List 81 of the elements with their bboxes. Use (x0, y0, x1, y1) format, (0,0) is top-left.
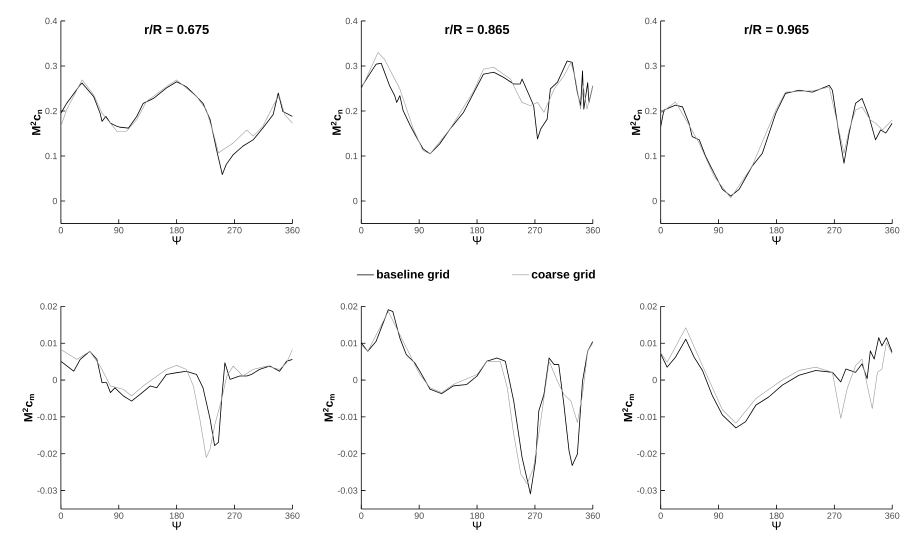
legend-label: baseline grid (377, 270, 450, 281)
y-axis-title: M$^{2}$c$_{n}$ (330, 110, 342, 135)
x-tick-label: 270 (228, 227, 242, 234)
y-tick-label: 0 (353, 198, 358, 204)
y-tick-label: 0.02 (640, 303, 657, 310)
x-tick-label: 0 (359, 227, 364, 234)
x-tick-label: 360 (885, 227, 900, 234)
y-tick-label: -0.02 (37, 450, 57, 457)
x-axis-title: Ψ (172, 236, 181, 244)
line-series (60, 80, 292, 154)
x-tick-label: 360 (285, 227, 300, 234)
x-axis-title: Ψ (772, 236, 781, 244)
chart-title: r/R = 0.865 (445, 24, 510, 34)
x-tick-label: 360 (285, 512, 300, 519)
y-tick-label: 0.3 (346, 62, 358, 70)
y-tick-label: 0 (652, 376, 657, 384)
legend-label: coarse grid (532, 270, 595, 281)
x-tick-label: 90 (114, 227, 124, 234)
x-tick-label: 90 (114, 512, 124, 519)
x-tick-label: 180 (470, 227, 484, 234)
y-axis-title: M$^{2}$c$_{n}$ (30, 110, 42, 135)
x-tick-label: 90 (714, 512, 724, 519)
x-tick-label: 0 (658, 512, 663, 519)
x-axis-title: Ψ (472, 522, 482, 530)
chart-title: r/R = 0.965 (744, 24, 809, 34)
y-tick-label: 0.02 (340, 303, 358, 310)
y-tick-label: 0.4 (346, 18, 358, 24)
x-tick-label: 90 (714, 227, 724, 234)
x-tick-label: 90 (414, 227, 424, 234)
y-tick-label: 0 (652, 198, 657, 204)
y-tick-label: 0.2 (45, 108, 57, 114)
y-tick-label: 0 (353, 376, 358, 384)
y-tick-label: -0.01 (338, 414, 358, 420)
y-tick-label: 0.01 (640, 340, 657, 346)
x-axis-title: Ψ (172, 522, 181, 530)
y-axis-title: M$^{2}$c$_{m}$ (322, 394, 335, 422)
y-tick-label: 0.1 (45, 152, 57, 160)
chart-title: r/R = 0.675 (144, 24, 209, 34)
x-tick-label: 180 (170, 512, 184, 519)
x-axis-title: Ψ (772, 522, 781, 530)
y-tick-label: -0.03 (338, 487, 358, 494)
x-tick-label: 270 (827, 512, 842, 519)
x-tick-label: 180 (470, 512, 484, 519)
x-tick-label: 360 (586, 512, 600, 519)
x-tick-label: 180 (770, 227, 784, 234)
y-tick-label: 0.3 (645, 62, 657, 70)
y-tick-label: 0.4 (45, 18, 58, 24)
x-tick-label: 0 (58, 512, 64, 519)
y-tick-label: 0.3 (45, 62, 57, 70)
x-tick-label: 360 (885, 512, 900, 519)
y-tick-label: -0.01 (37, 414, 57, 420)
y-axis-title: M$^{2}$c$_{m}$ (22, 394, 34, 422)
x-tick-label: 0 (359, 512, 364, 519)
y-tick-label: -0.03 (637, 487, 657, 494)
x-tick-label: 180 (770, 512, 784, 519)
y-tick-label: 0.01 (40, 340, 57, 346)
y-tick-label: 0.01 (340, 340, 358, 346)
x-tick-label: 270 (528, 227, 542, 234)
x-tick-label: 270 (528, 512, 542, 519)
x-axis-title: Ψ (472, 236, 482, 244)
x-tick-label: 360 (586, 227, 600, 234)
x-tick-label: 180 (170, 227, 184, 234)
y-tick-label: -0.02 (637, 450, 657, 457)
y-tick-label: 0.2 (346, 108, 358, 114)
x-tick-label: 270 (827, 227, 842, 234)
x-tick-label: 90 (414, 512, 424, 519)
x-tick-label: 270 (228, 512, 242, 519)
y-tick-label: 0 (52, 198, 58, 204)
y-tick-label: -0.01 (637, 414, 657, 420)
y-tick-label: 0.02 (40, 303, 57, 310)
y-tick-label: 0.4 (645, 18, 657, 24)
y-axis-title: M$^{2}$c$_{n}$ (630, 110, 642, 135)
x-tick-label: 0 (58, 227, 64, 234)
y-tick-label: 0 (52, 376, 58, 384)
y-tick-label: -0.02 (338, 450, 358, 457)
x-tick-label: 0 (658, 227, 663, 234)
y-tick-label: -0.03 (37, 487, 57, 494)
y-tick-label: 0.1 (346, 152, 358, 160)
y-tick-label: 0.1 (645, 152, 657, 160)
y-tick-label: 0.2 (645, 108, 657, 114)
y-axis-title: M$^{2}$c$_{m}$ (622, 394, 634, 422)
